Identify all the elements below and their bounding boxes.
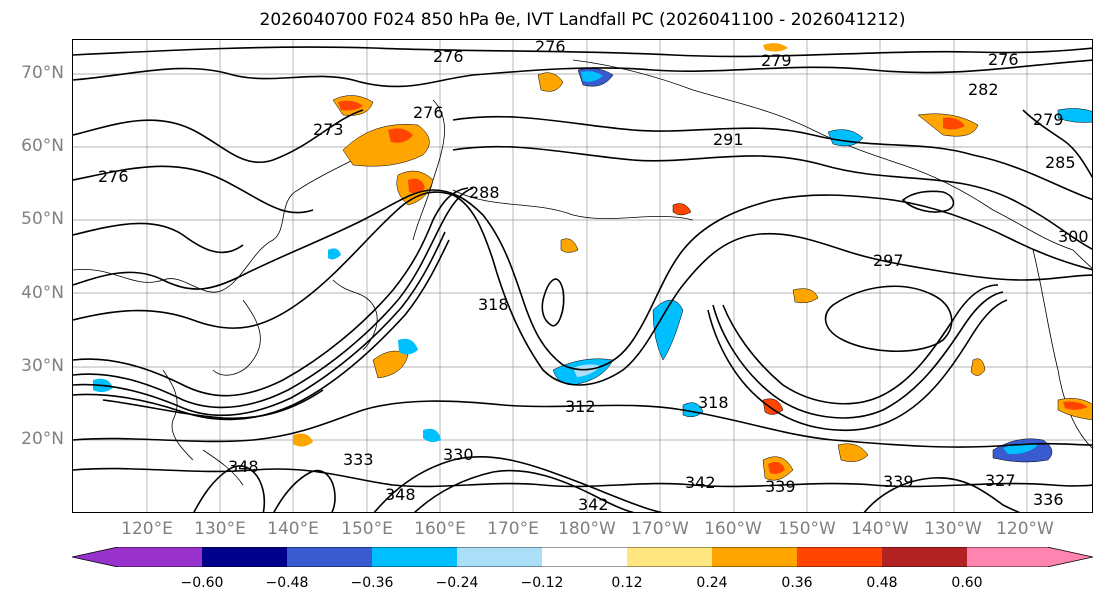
chart-title: 2026040700 F024 850 hPa θe, IVT Landfall… bbox=[259, 10, 906, 30]
lon-label-130e: 130°E bbox=[194, 519, 246, 539]
map-panel: 276 276 276 279 276 273 276 282 291 288 … bbox=[72, 39, 1093, 513]
contour-label-282: 282 bbox=[968, 80, 999, 99]
contour-label-288: 288 bbox=[469, 183, 500, 202]
colorbar-tick-9: 0.60 bbox=[951, 575, 983, 591]
lon-label-120e: 120°E bbox=[121, 519, 173, 539]
contour-label-276-d: 276 bbox=[988, 50, 1019, 69]
lon-label-160e: 160°E bbox=[414, 519, 466, 539]
lon-label-180w: 180°W bbox=[558, 519, 616, 539]
contour-label-318-a: 318 bbox=[478, 295, 509, 314]
colorbar-swatch-pink bbox=[967, 547, 1093, 567]
contour-label-342-a: 342 bbox=[685, 473, 716, 492]
contour-label-300: 300 bbox=[1058, 227, 1089, 246]
lon-label-170e: 170°E bbox=[487, 519, 539, 539]
lon-label-140e: 140°E bbox=[267, 519, 319, 539]
contour-label-285: 285 bbox=[1045, 153, 1076, 172]
contour-label-279: 279 bbox=[761, 51, 792, 70]
colorbar-swatch-firebrick bbox=[882, 547, 967, 567]
contour-label-318-b: 318 bbox=[698, 393, 729, 412]
colorbar-tick-3: −0.24 bbox=[435, 575, 479, 591]
contour-label-312: 312 bbox=[565, 397, 596, 416]
lat-label-30: 30°N bbox=[21, 356, 64, 376]
contour-label-348-b: 348 bbox=[228, 457, 259, 476]
contour-label-327: 327 bbox=[985, 471, 1016, 490]
contour-label-336: 336 bbox=[1033, 490, 1064, 509]
colorbar-tick-5: 0.12 bbox=[611, 575, 643, 591]
contour-label-348-a: 348 bbox=[385, 485, 416, 504]
colorbar-svg bbox=[71, 546, 1094, 568]
contour-labels: 276 276 276 279 276 273 276 282 291 288 … bbox=[98, 40, 1089, 513]
contour-label-273: 273 bbox=[313, 120, 344, 139]
colorbar-tick-7: 0.36 bbox=[781, 575, 813, 591]
lon-label-160w: 160°W bbox=[704, 519, 762, 539]
contour-label-330: 330 bbox=[443, 445, 474, 464]
lat-label-20: 20°N bbox=[21, 429, 64, 449]
contour-label-276-b: 276 bbox=[535, 40, 566, 56]
lat-label-40: 40°N bbox=[21, 283, 64, 303]
lat-label-50: 50°N bbox=[21, 209, 64, 229]
lon-label-130w: 130°W bbox=[924, 519, 982, 539]
contour-label-342-b: 342 bbox=[578, 495, 609, 513]
colorbar-tick-0: −0.60 bbox=[180, 575, 224, 591]
shaded-patches bbox=[93, 43, 1092, 481]
colorbar-swatch-purple bbox=[72, 547, 202, 567]
lon-label-150e: 150°E bbox=[341, 519, 393, 539]
lon-label-170w: 170°W bbox=[631, 519, 689, 539]
colorbar-swatch-blue bbox=[287, 547, 372, 567]
lon-label-120w: 120°W bbox=[996, 519, 1054, 539]
lat-label-70: 70°N bbox=[21, 63, 64, 83]
graticule bbox=[73, 40, 1092, 512]
colorbar-swatch-white bbox=[542, 547, 627, 567]
contour-label-276-a: 276 bbox=[433, 47, 464, 66]
colorbar-swatch-lightyellow bbox=[627, 547, 712, 567]
lon-label-150w: 150°W bbox=[778, 519, 836, 539]
contour-label-276-e: 276 bbox=[98, 167, 129, 186]
contour-label-339-a: 339 bbox=[765, 477, 796, 496]
colorbar-swatch-orangered bbox=[797, 547, 882, 567]
colorbar-swatch-deepskyblue bbox=[372, 547, 457, 567]
colorbar-tick-6: 0.24 bbox=[696, 575, 728, 591]
colorbar bbox=[71, 546, 1094, 568]
colorbar-tick-4: −0.12 bbox=[520, 575, 564, 591]
contour-label-339-b: 339 bbox=[883, 472, 914, 491]
contour-label-291: 291 bbox=[713, 130, 744, 149]
contour-label-297: 297 bbox=[873, 251, 904, 270]
contour-label-276-c: 276 bbox=[413, 103, 444, 122]
map-plot: 276 276 276 279 276 273 276 282 291 288 … bbox=[73, 40, 1092, 513]
colorbar-tick-8: 0.48 bbox=[866, 575, 898, 591]
contour-label-333: 333 bbox=[343, 450, 374, 469]
theta-e-contours bbox=[73, 46, 1092, 512]
lon-label-140w: 140°W bbox=[851, 519, 909, 539]
colorbar-swatch-lightblue bbox=[457, 547, 542, 567]
colorbar-swatch-orange bbox=[712, 547, 797, 567]
contour-label-279-b: 279 bbox=[1033, 110, 1064, 129]
colorbar-tick-2: −0.36 bbox=[350, 575, 394, 591]
colorbar-tick-1: −0.48 bbox=[265, 575, 309, 591]
lat-label-60: 60°N bbox=[21, 136, 64, 156]
colorbar-swatch-navy bbox=[202, 547, 287, 567]
